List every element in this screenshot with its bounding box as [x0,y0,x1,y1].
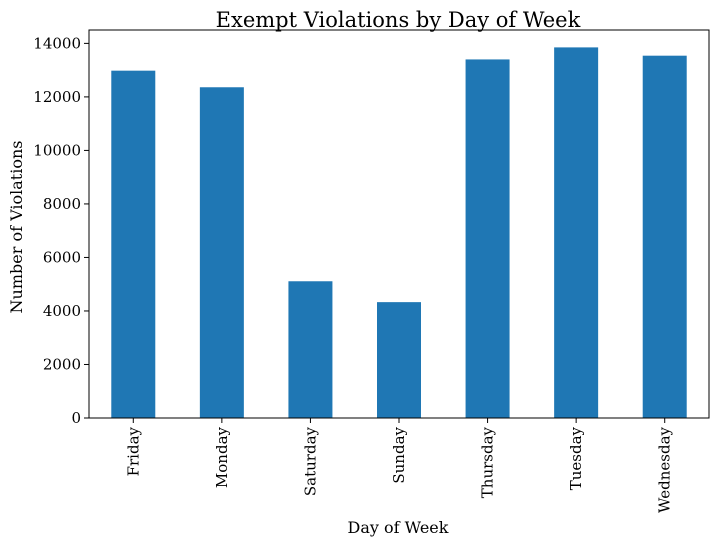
bars-layer [111,47,687,419]
y-tick-label: 14000 [33,34,81,52]
x-axis: Friday Monday Saturday Sunday Thursday Tuesda… [124,418,674,513]
bar-friday [111,70,156,419]
y-tick-label: 4000 [43,302,81,320]
x-tick-label-thursday: Thursday [479,426,497,498]
y-tick-label: 8000 [43,195,81,213]
y-axis: 0 2000 4000 6000 8000 10000 12000 14000 [33,34,89,427]
x-tick-label-wednesday: Wednesday [656,426,674,512]
chart-title: Exempt Violations by Day of Week [216,8,581,32]
y-tick-label: 0 [71,409,81,427]
x-tick-label-tuesday: Tuesday [567,426,585,490]
bar-tuesday [554,47,599,418]
x-tick-label-monday: Monday [213,426,231,488]
bar-sunday [377,302,421,418]
y-tick-label: 12000 [33,88,81,106]
x-tick-label-saturday: Saturday [301,426,319,496]
x-tick-label-sunday: Sunday [390,426,408,483]
bar-thursday [465,59,510,419]
y-tick-label: 6000 [43,248,81,266]
bar-saturday [288,281,333,418]
x-tick-label-friday: Friday [124,426,142,476]
y-axis-label: Number of Violations [7,141,26,314]
bar-monday [199,87,244,418]
bar-wednesday [642,55,687,418]
y-tick-label: 10000 [33,141,81,159]
plot-frame [88,29,710,419]
x-axis-label: Day of Week [348,518,449,537]
y-tick-label: 2000 [43,355,81,373]
